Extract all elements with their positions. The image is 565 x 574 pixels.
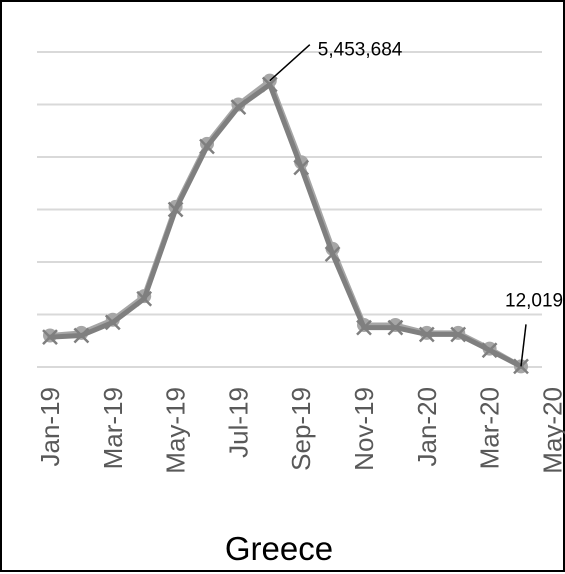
data-label: 12,019 <box>505 290 563 311</box>
data-label-leader <box>520 324 527 367</box>
chart-title: Greece <box>225 530 333 567</box>
data-point-marker <box>230 99 247 116</box>
data-labels: 5,453,684 12,019 <box>269 40 563 367</box>
data-point-marker <box>481 342 498 359</box>
x-axis-ticks: Jan-19 Mar-19 May-19 Jul-19 Sep-19 Nov-19 Jan-… <box>35 387 565 474</box>
x-tick-label: Mar-19 <box>98 387 128 469</box>
data-point-marker <box>450 326 467 343</box>
data-point-marker <box>73 327 90 344</box>
data-point-marker <box>324 246 341 263</box>
data-point-marker <box>136 290 153 307</box>
data-point-marker <box>418 326 435 343</box>
x-tick-label: May-19 <box>161 387 191 474</box>
gridlines <box>37 51 542 368</box>
series-layer <box>42 73 529 375</box>
data-point-marker <box>356 319 372 336</box>
series-line <box>47 82 524 369</box>
x-tick-label: Sep-19 <box>286 387 316 471</box>
data-point-marker <box>387 319 404 336</box>
series-2 <box>42 76 529 375</box>
x-tick-label: Jul-19 <box>223 387 253 458</box>
data-label: 5,453,684 <box>318 40 403 61</box>
x-tick-label: Jan-20 <box>412 387 442 467</box>
data-point-marker <box>293 159 310 176</box>
data-point-marker <box>42 329 58 345</box>
data-point-marker <box>261 76 278 93</box>
x-tick-label: Jan-19 <box>35 387 65 467</box>
series-1 <box>43 73 528 374</box>
data-point-marker <box>104 314 121 331</box>
data-label-leader <box>269 44 311 82</box>
data-point-marker <box>167 201 184 218</box>
x-tick-label: Nov-19 <box>349 387 379 471</box>
x-tick-label: Mar-20 <box>475 387 505 469</box>
x-tick-label: May-20 <box>537 387 565 474</box>
data-point-marker <box>199 138 215 155</box>
